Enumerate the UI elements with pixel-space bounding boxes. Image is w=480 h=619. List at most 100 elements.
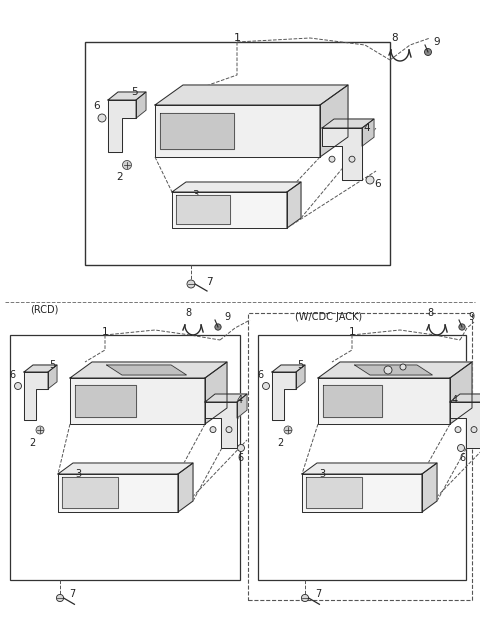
Circle shape [210, 426, 216, 433]
Text: 7: 7 [315, 589, 321, 599]
Circle shape [384, 366, 392, 374]
Polygon shape [306, 477, 362, 508]
Polygon shape [205, 402, 237, 448]
Text: 6: 6 [9, 370, 15, 380]
Text: 2: 2 [277, 438, 283, 448]
Text: (RCD): (RCD) [30, 305, 59, 315]
Circle shape [400, 364, 406, 370]
Polygon shape [24, 365, 57, 372]
Text: 8: 8 [427, 308, 433, 318]
Polygon shape [322, 128, 362, 180]
Polygon shape [205, 394, 247, 402]
Text: 6: 6 [94, 101, 100, 111]
Polygon shape [318, 378, 450, 424]
Text: 7: 7 [69, 589, 75, 599]
Circle shape [187, 280, 195, 288]
Polygon shape [318, 362, 472, 378]
Polygon shape [355, 365, 432, 375]
Polygon shape [320, 85, 348, 157]
Text: 1: 1 [348, 327, 355, 337]
Bar [10, 335, 240, 580]
Circle shape [329, 156, 335, 162]
Text: 3: 3 [319, 469, 325, 479]
Polygon shape [178, 463, 193, 512]
Text: 1: 1 [233, 33, 240, 43]
Text: 1: 1 [102, 327, 108, 337]
Circle shape [238, 444, 244, 451]
Text: 6: 6 [375, 179, 381, 189]
Text: 6: 6 [459, 453, 465, 463]
Circle shape [98, 114, 106, 122]
Polygon shape [205, 362, 227, 424]
Polygon shape [107, 365, 187, 375]
Text: 9: 9 [468, 312, 474, 322]
Text: 6: 6 [237, 453, 243, 463]
Polygon shape [450, 402, 480, 448]
Text: 3: 3 [75, 469, 81, 479]
Text: 5: 5 [132, 87, 138, 97]
Text: (W/CDC JACK): (W/CDC JACK) [295, 312, 362, 322]
Polygon shape [362, 119, 374, 146]
Polygon shape [24, 372, 48, 420]
Polygon shape [75, 385, 136, 417]
Circle shape [459, 324, 465, 330]
Text: 3: 3 [192, 190, 198, 200]
Circle shape [36, 426, 44, 434]
Text: 6: 6 [257, 370, 263, 380]
Polygon shape [155, 105, 320, 157]
Circle shape [457, 444, 465, 451]
Circle shape [122, 160, 132, 170]
Polygon shape [237, 394, 247, 418]
Circle shape [349, 156, 355, 162]
Polygon shape [58, 463, 193, 474]
Circle shape [455, 426, 461, 433]
Polygon shape [272, 365, 305, 372]
Circle shape [263, 383, 269, 389]
Polygon shape [287, 182, 301, 228]
Text: 4: 4 [237, 395, 243, 405]
Polygon shape [450, 394, 480, 402]
Bar [248, 313, 472, 600]
Polygon shape [160, 113, 234, 149]
Text: 5: 5 [49, 360, 55, 370]
Circle shape [226, 426, 232, 433]
Circle shape [366, 176, 374, 184]
Circle shape [424, 48, 432, 56]
Text: 8: 8 [392, 33, 398, 43]
Text: 2: 2 [29, 438, 35, 448]
Text: 9: 9 [224, 312, 230, 322]
Circle shape [215, 324, 221, 330]
Text: 9: 9 [434, 37, 440, 47]
Text: 4: 4 [452, 395, 458, 405]
Circle shape [284, 426, 292, 434]
Text: 4: 4 [364, 123, 370, 133]
Circle shape [301, 594, 309, 602]
Polygon shape [48, 365, 57, 389]
Circle shape [471, 426, 477, 433]
Polygon shape [322, 119, 374, 128]
Text: 5: 5 [297, 360, 303, 370]
Text: 2: 2 [117, 172, 123, 182]
Polygon shape [272, 372, 296, 420]
Polygon shape [450, 362, 472, 424]
Polygon shape [172, 182, 301, 192]
Polygon shape [155, 85, 348, 105]
Polygon shape [323, 385, 383, 417]
Bar [85, 42, 390, 265]
Polygon shape [62, 477, 118, 508]
Polygon shape [172, 192, 287, 228]
Polygon shape [302, 474, 422, 512]
Polygon shape [422, 463, 437, 512]
Polygon shape [302, 463, 437, 474]
Polygon shape [296, 365, 305, 389]
Polygon shape [136, 92, 146, 118]
Circle shape [57, 594, 63, 602]
Bar [258, 335, 466, 580]
Polygon shape [108, 92, 146, 100]
Polygon shape [70, 378, 205, 424]
Text: 8: 8 [185, 308, 191, 318]
Polygon shape [70, 362, 227, 378]
Text: 7: 7 [206, 277, 212, 287]
Circle shape [14, 383, 22, 389]
Polygon shape [58, 474, 178, 512]
